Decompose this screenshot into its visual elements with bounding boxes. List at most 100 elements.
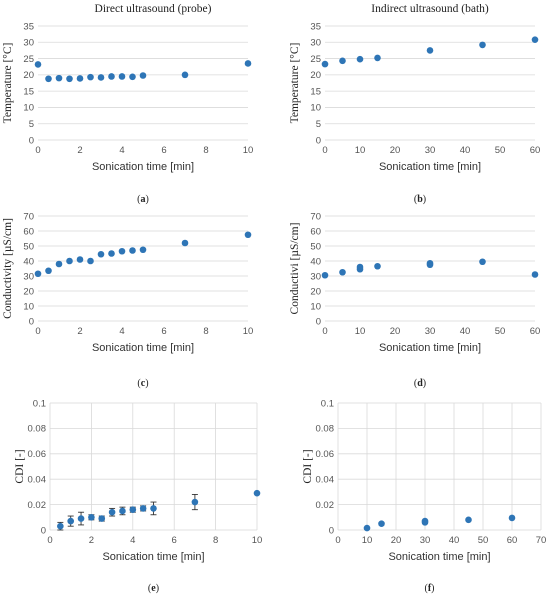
y-tick-label: 5 bbox=[29, 119, 34, 130]
y-tick-label: 50 bbox=[310, 241, 321, 252]
x-tick-label: 30 bbox=[420, 535, 431, 546]
x-tick-label: 10 bbox=[243, 326, 254, 337]
data-point bbox=[139, 72, 147, 79]
chart-d: 0 10 20 30 40 50 60 70 0 10 20 30 40 50 60 Sonication t… bbox=[289, 211, 540, 389]
y-tick-label: 0.08 bbox=[28, 424, 47, 435]
data-point bbox=[76, 75, 84, 82]
x-axis-title: Sonication time [min] bbox=[379, 342, 481, 354]
y-tick-label: 15 bbox=[23, 86, 34, 97]
data-point bbox=[77, 515, 85, 522]
data-point bbox=[426, 259, 434, 267]
data-point bbox=[34, 270, 42, 278]
y-tick-label: 25 bbox=[310, 54, 321, 65]
data-point bbox=[118, 73, 126, 80]
x-tick-label: 0 bbox=[35, 326, 40, 337]
data-point bbox=[97, 74, 105, 81]
y-tick-label: 35 bbox=[310, 21, 321, 32]
x-tick-label: 0 bbox=[322, 326, 327, 337]
data-point bbox=[118, 247, 126, 255]
x-axis-title: Sonication time [min] bbox=[102, 551, 204, 563]
x-tick-label: 60 bbox=[530, 145, 541, 156]
y-tick-label: 0 bbox=[316, 316, 321, 327]
data-point bbox=[108, 73, 115, 80]
data-point bbox=[321, 60, 329, 68]
x-tick-label: 8 bbox=[203, 145, 208, 156]
y-tick-label: 70 bbox=[310, 211, 321, 222]
data-point bbox=[150, 505, 157, 512]
data-point bbox=[531, 36, 539, 43]
y-axis-title: Temperature [°C] bbox=[289, 43, 301, 124]
data-point bbox=[119, 507, 126, 515]
x-tick-label: 4 bbox=[130, 535, 135, 546]
y-tick-label: 50 bbox=[23, 241, 34, 252]
x-tick-label: 10 bbox=[252, 535, 263, 546]
data-point bbox=[34, 61, 42, 68]
data-point bbox=[139, 246, 147, 254]
data-point bbox=[191, 498, 199, 506]
data-point bbox=[45, 75, 52, 83]
x-tick-label: 4 bbox=[119, 326, 124, 337]
x-tick-label: 6 bbox=[172, 535, 177, 546]
data-point bbox=[479, 258, 486, 266]
y-tick-label: 20 bbox=[310, 286, 321, 297]
data-point bbox=[531, 271, 539, 278]
data-point bbox=[363, 524, 371, 532]
x-tick-label: 4 bbox=[119, 145, 124, 156]
data-point bbox=[45, 267, 52, 275]
y-tick-label: 70 bbox=[23, 211, 34, 222]
x-tick-label: 50 bbox=[495, 145, 506, 156]
data-point bbox=[108, 250, 115, 257]
x-tick-label: 8 bbox=[213, 535, 218, 546]
panel-caption: (e) bbox=[148, 583, 159, 594]
x-tick-label: 40 bbox=[460, 145, 471, 156]
y-tick-label: 35 bbox=[23, 21, 34, 32]
y-tick-label: 0.04 bbox=[28, 475, 47, 486]
y-tick-label: 0.02 bbox=[316, 500, 335, 511]
x-tick-label: 0 bbox=[35, 145, 40, 156]
data-point bbox=[55, 260, 63, 268]
y-tick-label: 0 bbox=[29, 135, 34, 146]
y-tick-label: 30 bbox=[23, 38, 34, 49]
y-tick-label: 5 bbox=[316, 119, 321, 130]
y-tick-label: 10 bbox=[310, 103, 321, 114]
data-point bbox=[378, 520, 385, 527]
data-point bbox=[129, 247, 136, 254]
x-tick-label: 0 bbox=[322, 145, 327, 156]
chart-a: 0 5 10 15 20 25 30 35 0 2 4 6 8 10 Sonication time [mi… bbox=[2, 3, 253, 205]
chart-f: 0 0.02 0.04 0.06 0.08 0.1 0 10 20 30 40 50 60 70 Sonic… bbox=[302, 398, 546, 594]
panel-caption: (c) bbox=[137, 378, 148, 389]
data-point bbox=[253, 489, 261, 497]
y-axis-title: CDI [-] bbox=[14, 449, 26, 483]
y-tick-label: 0 bbox=[329, 525, 334, 536]
chart-c: 0 10 20 30 40 50 60 70 0 2 4 6 8 10 Sonication time [m… bbox=[2, 211, 253, 389]
x-tick-label: 20 bbox=[390, 145, 401, 156]
y-tick-label: 0 bbox=[316, 135, 321, 146]
y-tick-label: 0.1 bbox=[321, 398, 334, 409]
y-tick-label: 0.04 bbox=[316, 475, 335, 486]
x-tick-label: 60 bbox=[507, 535, 518, 546]
data-point bbox=[421, 517, 429, 525]
data-point bbox=[339, 268, 346, 276]
data-point bbox=[98, 515, 106, 522]
data-point bbox=[356, 55, 364, 63]
y-axis-title: Conductivity [µS/cm] bbox=[2, 218, 14, 319]
y-tick-label: 10 bbox=[310, 301, 321, 312]
y-tick-label: 25 bbox=[23, 54, 34, 65]
x-tick-label: 40 bbox=[460, 326, 471, 337]
x-tick-label: 70 bbox=[536, 535, 547, 546]
y-tick-label: 40 bbox=[23, 256, 34, 267]
y-tick-label: 20 bbox=[23, 70, 34, 81]
y-tick-label: 10 bbox=[23, 103, 34, 114]
y-tick-label: 30 bbox=[310, 271, 321, 282]
x-tick-label: 40 bbox=[449, 535, 460, 546]
y-tick-label: 30 bbox=[310, 38, 321, 49]
x-axis-title: Sonication time [min] bbox=[379, 161, 481, 173]
y-tick-label: 0 bbox=[41, 525, 46, 536]
x-tick-label: 8 bbox=[203, 326, 208, 337]
y-tick-label: 15 bbox=[310, 86, 321, 97]
data-point bbox=[97, 250, 105, 258]
data-point bbox=[66, 257, 73, 265]
x-tick-label: 2 bbox=[77, 326, 82, 337]
data-point bbox=[356, 263, 364, 271]
x-tick-label: 10 bbox=[243, 145, 254, 156]
